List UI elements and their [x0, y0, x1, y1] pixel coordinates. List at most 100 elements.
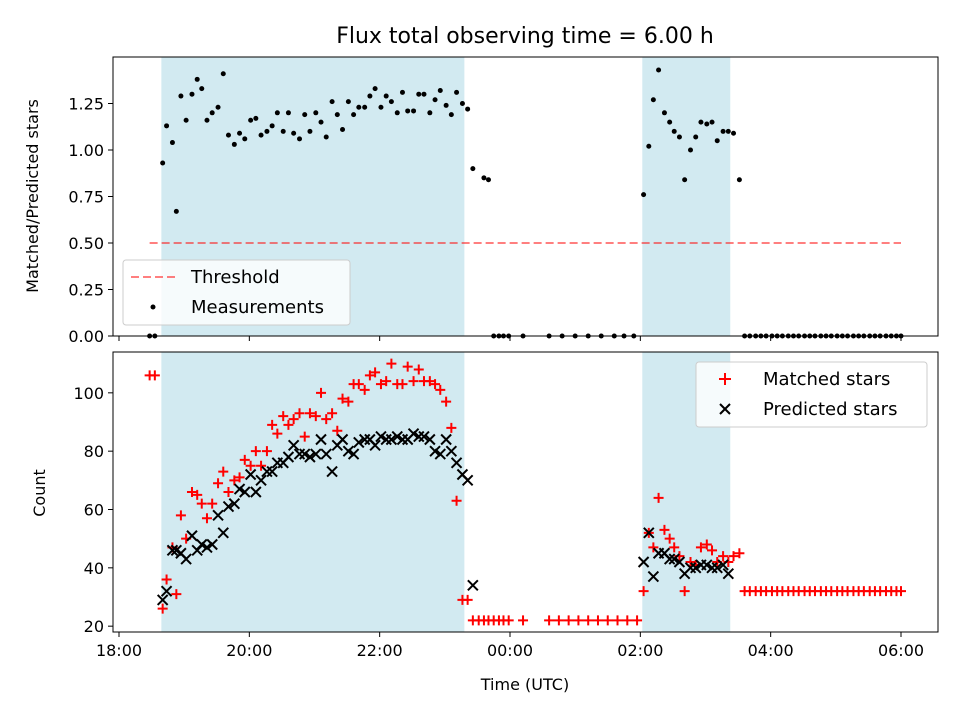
measurement-point: [421, 91, 427, 97]
matched-star-point: [213, 478, 224, 489]
predicted-star-point: [239, 486, 251, 498]
matched-star-point: [201, 513, 212, 524]
measurement-point: [225, 132, 231, 138]
matched-star-point: [207, 498, 218, 509]
measurement-point: [220, 71, 226, 77]
measurement-point: [215, 104, 221, 110]
ratio-panel: 0.00 0.25 0.50 0.75 1.00 1.25 Matched/Predict…: [23, 56, 939, 346]
predicted-star-point: [342, 445, 355, 457]
measurement-point: [334, 112, 340, 118]
matched-star-point: [707, 545, 718, 556]
matched-star-point: [364, 370, 375, 381]
predicted-star-point: [326, 465, 338, 478]
measurement-point: [340, 127, 346, 133]
matched-star-point: [503, 615, 514, 626]
matched-star-point: [245, 460, 256, 471]
predicted-star-point: [434, 448, 446, 460]
predicted-star-point: [250, 486, 262, 498]
measurement-point: [199, 86, 205, 92]
count-observing-window-0: [161, 352, 465, 632]
matched-star-point: [353, 379, 364, 390]
predicted-star-point: [347, 448, 360, 460]
predicted-star-point: [222, 500, 235, 513]
measurement-point: [291, 130, 297, 136]
measurement-point: [667, 119, 673, 125]
matched-star-point: [653, 492, 664, 503]
measurement-point: [378, 104, 384, 110]
ratio-y-tick-label-4: 1.00: [68, 141, 104, 160]
predicted-star-point: [375, 430, 387, 443]
measurement-point: [731, 130, 737, 136]
matched-star-point: [701, 539, 712, 550]
predicted-star-point: [391, 430, 403, 443]
matched-star-point: [553, 615, 564, 626]
measurement-point: [258, 132, 264, 138]
measurement-point: [399, 89, 405, 95]
matched-star-point: [563, 615, 574, 626]
measurement-point: [231, 141, 237, 147]
matched-star-point: [310, 411, 321, 422]
matched-star-point: [424, 376, 435, 387]
matched-star-point: [402, 361, 413, 372]
measurement-point: [242, 136, 248, 142]
matched-star-point: [327, 408, 338, 419]
x-tick-label-2: 22:00: [357, 641, 403, 660]
matched-star-point: [659, 524, 670, 535]
matched-star-point: [192, 489, 203, 500]
measurement-point: [189, 91, 195, 97]
predicted-star-point: [282, 451, 295, 463]
matched-star-point: [196, 498, 207, 509]
matched-star-point: [157, 603, 168, 614]
measurement-point: [280, 128, 286, 134]
x-tick-label-1: 20:00: [226, 641, 272, 660]
measurement-point: [676, 134, 682, 140]
measurement-point: [356, 104, 362, 110]
matched-star-point: [161, 574, 172, 585]
predicted-star-point: [690, 562, 702, 574]
predicted-star-point: [717, 559, 729, 571]
matched-star-point: [397, 379, 408, 390]
matched-star-point: [413, 364, 424, 375]
ratio-y-tick-label-5: 1.25: [68, 95, 104, 114]
predicted-star-point: [310, 448, 322, 460]
matched-star-point: [223, 487, 234, 497]
measurement-point: [454, 89, 460, 95]
matched-star-point: [430, 379, 441, 390]
matched-star-point: [316, 387, 327, 398]
measurement-point: [351, 112, 357, 118]
predicted-star-point: [266, 465, 278, 478]
matched-star-point: [250, 446, 261, 457]
x-tick-label-3: 00:00: [487, 641, 533, 660]
matched-star-point: [288, 414, 299, 425]
predicted-star-point: [706, 562, 718, 574]
matched-star-point: [441, 396, 452, 407]
matched-star-point: [321, 414, 332, 425]
measurement-point: [720, 128, 726, 134]
matched-star-point: [386, 358, 397, 369]
measurement-point: [481, 175, 487, 181]
matched-star-point: [451, 495, 462, 506]
predicted-star-point: [467, 579, 479, 592]
predicted-star-point: [413, 430, 425, 443]
matched-star-point: [359, 384, 370, 395]
matched-star-point: [573, 615, 584, 626]
measurement-point: [704, 121, 710, 127]
predicted-star-point: [450, 457, 463, 469]
matched-star-point: [648, 542, 659, 553]
matched-star-point: [679, 586, 690, 597]
measurement-point: [646, 143, 652, 149]
matched-star-point: [592, 615, 603, 626]
matched-star-point: [896, 586, 906, 597]
measurement-point: [405, 108, 411, 114]
measurement-point: [285, 110, 291, 116]
matched-legend-marker: [719, 373, 731, 385]
measurement-point: [437, 87, 443, 93]
matched-star-point: [272, 428, 283, 439]
measurement-point: [682, 177, 688, 183]
predicted-star-point: [180, 553, 192, 565]
predicted-star-point: [293, 448, 306, 460]
ratio-legend-box: [122, 259, 351, 326]
predicted-star-point: [228, 497, 241, 510]
count-y-axis-label: Count: [30, 469, 49, 517]
